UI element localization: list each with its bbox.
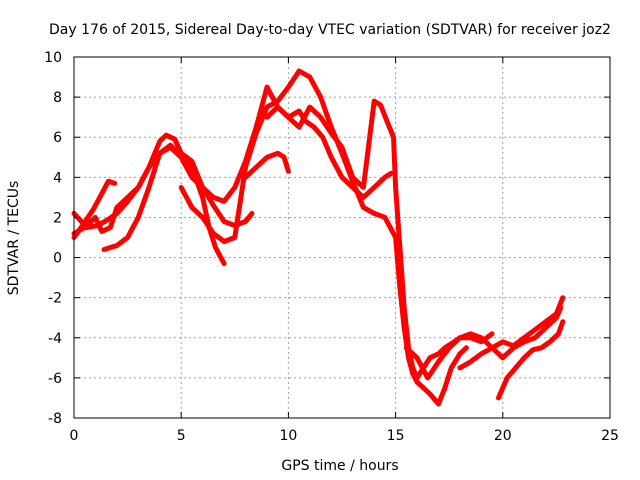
axes-ticks: 0 5 10 15 20 25 -8 -6 -4 -2 0 2 4 6 8 10 — [44, 50, 619, 444]
x-tick-label: 0 — [70, 428, 79, 444]
y-tick-label: -2 — [48, 291, 62, 307]
series-line-pass-3 — [71, 178, 118, 240]
series-line-pass-5 — [178, 68, 469, 407]
series-line-pass-1 — [71, 132, 255, 236]
y-tick-label: 10 — [44, 50, 62, 66]
series-line-pass-10 — [496, 319, 566, 401]
y-tick-label: -8 — [48, 411, 62, 427]
y-tick-label: 6 — [53, 130, 62, 146]
x-tick-label: 25 — [601, 428, 619, 444]
chart-title: Day 176 of 2015, Sidereal Day-to-day VTE… — [49, 22, 611, 38]
x-tick-label: 10 — [279, 428, 297, 444]
y-axis-label: SDTVAR / TECUs — [6, 181, 22, 296]
y-tick-label: -6 — [48, 371, 62, 387]
series-layer — [71, 68, 566, 407]
series-line-pass-2 — [71, 142, 227, 267]
y-tick-label: 8 — [53, 90, 62, 106]
series-line-pass-7 — [264, 98, 564, 381]
y-tick-label: 0 — [53, 251, 62, 267]
x-tick-label: 5 — [177, 428, 186, 444]
x-tick-label: 20 — [494, 428, 512, 444]
gridlines — [74, 57, 610, 418]
y-tick-label: -4 — [48, 331, 62, 347]
x-tick-label: 15 — [387, 428, 405, 444]
series-line-pass-6 — [243, 150, 291, 180]
y-tick-label: 2 — [53, 210, 62, 226]
series-line-pass-9 — [457, 295, 566, 371]
plot-frame — [73, 56, 611, 419]
x-axis-label: GPS time / hours — [281, 458, 398, 474]
series-line-pass-8 — [403, 331, 495, 381]
y-tick-label: 4 — [53, 170, 62, 186]
